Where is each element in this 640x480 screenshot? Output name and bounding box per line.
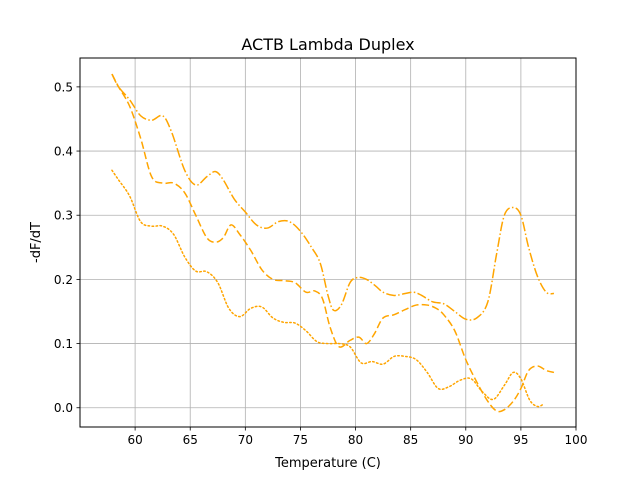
y-tick-label: 0.0: [54, 401, 73, 415]
x-tick-label: 100: [565, 433, 588, 447]
x-tick-label: 70: [238, 433, 253, 447]
x-tick-label: 80: [348, 433, 363, 447]
x-tick-label: 85: [403, 433, 418, 447]
y-tick-label: 0.1: [54, 337, 73, 351]
x-tick-label: 95: [513, 433, 528, 447]
series-line-1-dashdot: [111, 73, 555, 321]
y-tick-label: 0.5: [54, 80, 73, 94]
y-tick-label: 0.4: [54, 145, 73, 159]
series-layer: [111, 73, 555, 413]
x-tick-label: 75: [293, 433, 308, 447]
axis-ticks: 60 65 70 75 80 85 90 95 100 0.0 0.1 0.2 0.3 0.4 0.5: [54, 80, 588, 447]
x-axis-label: Temperature (C): [274, 456, 381, 471]
y-tick-label: 0.2: [54, 273, 73, 287]
y-axis-label: -dF/dT: [29, 222, 44, 263]
chart-title: ACTB Lambda Duplex: [241, 35, 414, 54]
x-tick-label: 65: [183, 433, 198, 447]
x-tick-label: 90: [458, 433, 473, 447]
x-tick-label: 60: [127, 433, 142, 447]
plot-frame: [79, 57, 577, 428]
series-line-3-dotted: [111, 169, 544, 408]
series-line-2-dashed: [111, 73, 555, 413]
y-tick-label: 0.3: [54, 209, 73, 223]
